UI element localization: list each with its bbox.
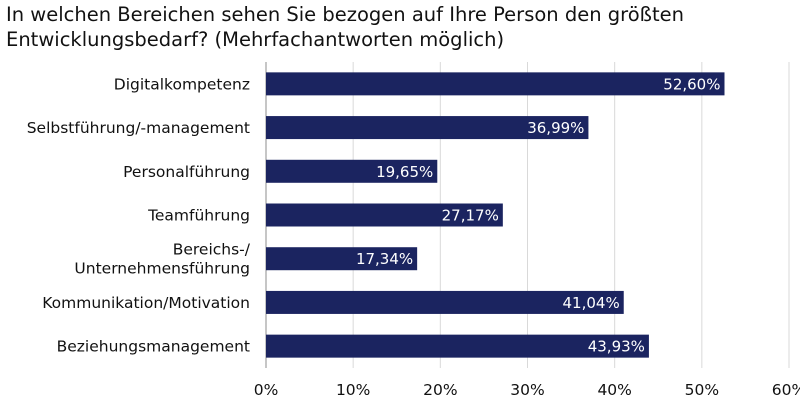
bar	[266, 290, 624, 314]
category-label: Beziehungsmanagement	[57, 338, 250, 356]
x-tick-label: 40%	[597, 381, 631, 399]
chart-title: In welchen Bereichen sehen Sie bezogen a…	[6, 3, 684, 51]
category-label: Kommunikation/Motivation	[42, 294, 250, 312]
bar	[266, 159, 438, 183]
data-label: 36,99%	[527, 119, 584, 137]
category-labels: Digitalkompetenz Selbstführung/-managemen…	[27, 75, 251, 355]
x-axis-tick-labels: 0% 10% 20% 30% 40% 50% 60%	[254, 381, 800, 399]
x-tick-label: 20%	[423, 381, 457, 399]
data-label: 27,17%	[442, 207, 499, 225]
category-label: Bereichs-/Unternehmensführung	[74, 241, 250, 278]
category-label: Personalführung	[123, 163, 250, 181]
bar	[266, 334, 649, 358]
data-label: 43,93%	[588, 338, 645, 356]
x-tick-label: 10%	[336, 381, 370, 399]
category-label: Digitalkompetenz	[114, 75, 250, 93]
x-tick-label: 0%	[254, 381, 279, 399]
bar	[266, 72, 725, 96]
data-label: 19,65%	[376, 163, 433, 181]
category-label: Selbstführung/-management	[27, 119, 250, 137]
data-label: 41,04%	[563, 294, 620, 312]
x-tick-label: 30%	[510, 381, 544, 399]
bars: 52,60% 36,99% 19,65% 27,17% 17,34% 41,04% 43,9…	[266, 72, 725, 358]
data-label: 52,60%	[663, 75, 720, 93]
bar	[266, 116, 589, 140]
x-tick-label: 60%	[772, 381, 800, 399]
bar	[266, 247, 418, 271]
category-label: Teamführung	[147, 207, 250, 225]
data-label: 17,34%	[356, 250, 413, 268]
gridlines	[265, 62, 790, 368]
x-tick-label: 50%	[685, 381, 719, 399]
bar	[266, 203, 503, 227]
